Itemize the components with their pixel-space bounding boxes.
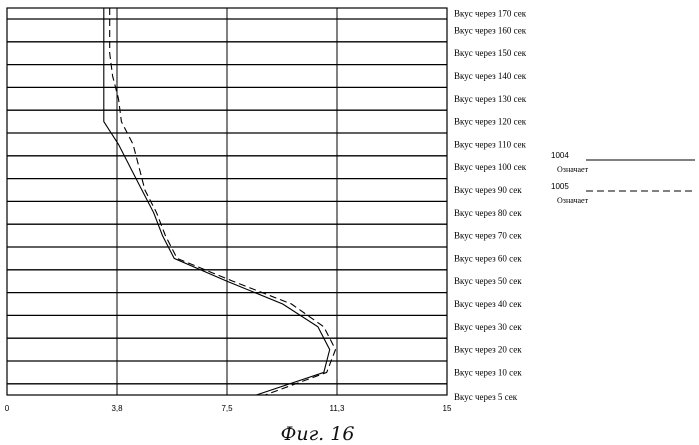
x-axis-ticks: 0 3,8 7,5 11,3 15 (5, 404, 452, 413)
category-label: Вкус через 40 сек (454, 299, 522, 309)
x-tick-label: 15 (443, 404, 452, 413)
legend: 1004 Означает 1005 Означает (551, 151, 695, 205)
legend-label: Означает (557, 165, 589, 174)
category-label: Вкус через 90 сек (454, 185, 522, 195)
category-labels: Вкус через 170 сек Вкус через 160 сек Вкус… (454, 9, 527, 403)
category-label: Вкус через 50 сек (454, 276, 522, 286)
category-label: Вкус через 30 сек (454, 322, 522, 332)
category-label: Вкус через 170 сек (454, 9, 527, 19)
category-label: Вкус через 80 сек (454, 208, 522, 218)
x-tick-label: 7,5 (221, 404, 233, 413)
x-tick-label: 3,8 (111, 404, 123, 413)
x-tick-label: 0 (5, 404, 10, 413)
category-label: Вкус через 110 сек (454, 139, 526, 149)
legend-label: Означает (557, 196, 589, 205)
figure-caption: Фиг. 16 (0, 423, 635, 445)
category-label: Вкус через 140 сек (454, 71, 527, 81)
category-label: Вкус через 100 сек (454, 162, 527, 172)
category-label: Вкус через 60 сек (454, 253, 522, 263)
category-label: Вкус через 120 сек (454, 117, 527, 127)
category-label: Вкус через 70 сек (454, 231, 522, 241)
legend-id: 1005 (551, 182, 569, 191)
category-label: Вкус через 5 сек (454, 392, 518, 402)
grid (7, 8, 447, 395)
category-label: Вкус через 20 сек (454, 345, 522, 355)
category-label: Вкус через 10 сек (454, 367, 522, 377)
category-label: Вкус через 160 сек (454, 25, 527, 35)
category-label: Вкус через 130 сек (454, 94, 527, 104)
legend-id: 1004 (551, 151, 569, 160)
category-label: Вкус через 150 сек (454, 48, 527, 58)
x-tick-label: 11,3 (330, 404, 346, 413)
